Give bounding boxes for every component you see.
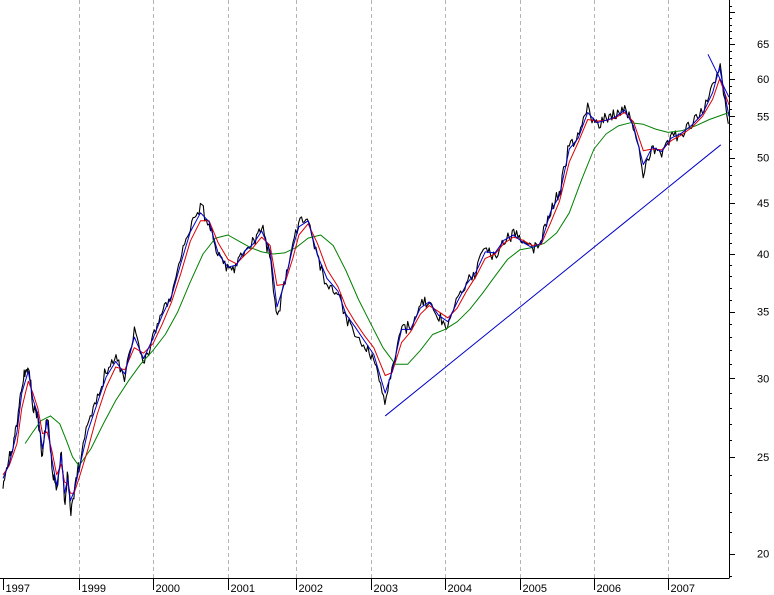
series-layer	[2, 54, 730, 517]
x-tick-label: 2007	[671, 583, 695, 595]
slow-average-line	[24, 112, 730, 467]
y-tick-label: 50	[757, 153, 769, 165]
y-tick-label: 25	[757, 452, 769, 464]
y-tick-label: 55	[757, 111, 769, 123]
y-tick-label: 20	[757, 549, 769, 561]
x-tick-label: 2002	[299, 583, 323, 595]
price-axis-background	[729, 0, 774, 595]
x-tick-label: 2000	[156, 583, 180, 595]
fast-average-line	[2, 66, 730, 502]
y-tick-label: 30	[757, 373, 769, 385]
x-tick-label: 2003	[374, 583, 398, 595]
y-tick-label: 60	[757, 74, 769, 86]
support-trendline	[384, 144, 722, 417]
y-tick-label: 35	[757, 307, 769, 319]
y-tick-label: 40	[757, 249, 769, 261]
x-tick-label: 2005	[523, 583, 547, 595]
x-tick-label: 2006	[597, 583, 621, 595]
x-tick-label: 1997	[6, 583, 30, 595]
x-tick-label: 2004	[448, 583, 472, 595]
grid	[79, 0, 669, 578]
mid-average-line	[2, 78, 730, 494]
price-series	[2, 63, 729, 517]
y-tick-label: 45	[757, 198, 769, 210]
x-tick-label: 2001	[231, 583, 255, 595]
y-tick-label: 65	[757, 39, 769, 51]
resistance-trendline	[707, 54, 730, 98]
x-tick-label: 1999	[82, 583, 106, 595]
